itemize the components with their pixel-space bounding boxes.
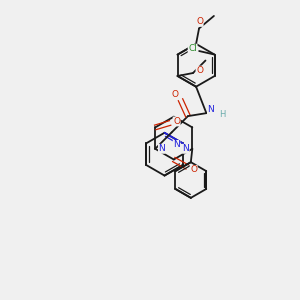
Text: O: O: [173, 117, 180, 126]
Text: N: N: [158, 144, 165, 153]
Text: N: N: [173, 140, 180, 149]
Text: O: O: [196, 66, 203, 75]
Text: Cl: Cl: [188, 44, 197, 53]
Text: H: H: [219, 110, 225, 119]
Text: N: N: [182, 144, 189, 153]
Text: O: O: [172, 90, 179, 99]
Text: O: O: [196, 17, 203, 26]
Text: O: O: [190, 165, 197, 174]
Text: N: N: [208, 105, 214, 114]
